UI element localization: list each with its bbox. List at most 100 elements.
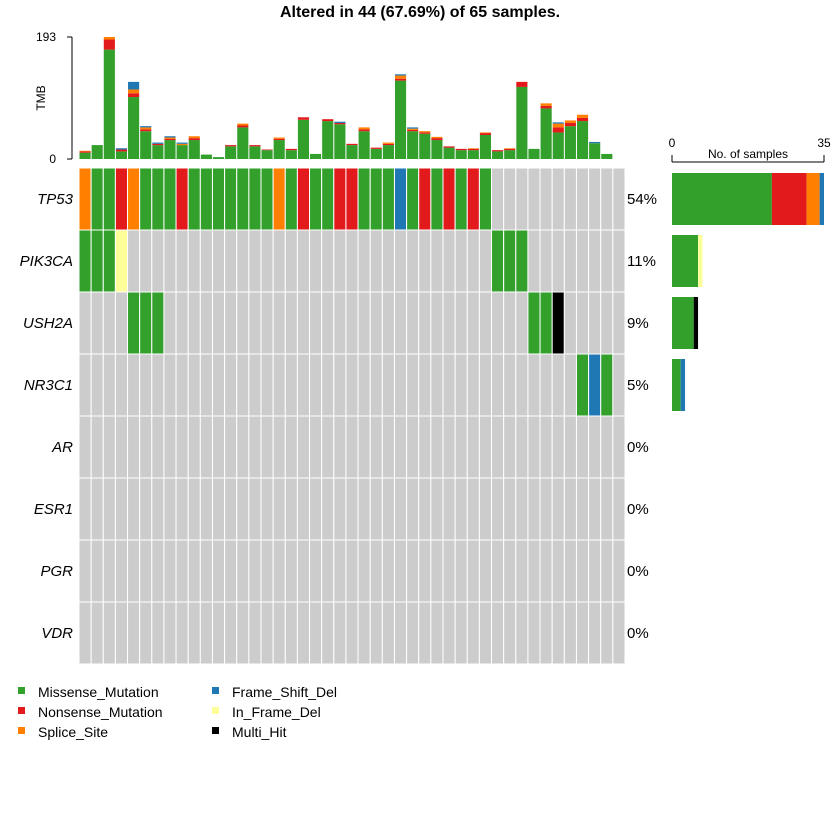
oncoplot-cell xyxy=(236,415,250,479)
oncoplot-cell xyxy=(333,353,347,417)
tmb-bar xyxy=(394,80,407,159)
oncoplot-cell xyxy=(369,415,383,479)
percent-label: 0% xyxy=(627,439,649,456)
oncoplot-cell xyxy=(478,353,493,417)
oncoplot-cell xyxy=(224,353,238,417)
oncoplot-cell xyxy=(90,477,104,541)
oncoplot-cell xyxy=(114,539,129,603)
oncoplot-cell xyxy=(345,415,359,479)
side-bar-segment xyxy=(693,297,699,349)
tmb-bar xyxy=(79,151,91,153)
tmb-bar xyxy=(140,127,152,130)
oncoplot-cell xyxy=(551,477,565,541)
oncoplot-cell xyxy=(588,353,602,417)
oncoplot-cell xyxy=(515,167,529,231)
tmb-bar xyxy=(128,81,140,90)
oncoplot-cell xyxy=(78,291,92,355)
oncoplot-cell xyxy=(163,601,177,665)
tmb-barplot: 193 0 TMB xyxy=(34,30,613,166)
tmb-bar xyxy=(128,89,140,94)
tmb-bar xyxy=(152,142,164,144)
oncoplot-cell xyxy=(369,291,383,355)
oncoplot-cell xyxy=(539,415,553,479)
gene-labels: TP53 PIK3CA USH2A NR3C1 AR ESR1 PGR VDR xyxy=(20,191,74,642)
percent-label: 54% xyxy=(627,191,657,208)
oncoplot-cell xyxy=(418,229,432,293)
oncoplot-cell xyxy=(551,601,565,665)
oncoplot-cell xyxy=(211,539,226,603)
oncoplot-cell xyxy=(296,167,311,231)
tmb-bar xyxy=(285,148,297,151)
oncoplot-cell xyxy=(478,167,493,231)
tmb-bar xyxy=(443,147,455,159)
oncoplot-cell xyxy=(175,167,189,231)
legend-swatch xyxy=(212,687,219,694)
oncoplot-cell xyxy=(406,539,420,603)
oncoplot-cell xyxy=(321,291,335,355)
tmb-bar xyxy=(407,129,419,132)
tmb-bar xyxy=(358,127,370,130)
gene-label: TP53 xyxy=(37,191,74,208)
oncoplot-cell xyxy=(272,167,286,231)
oncoplot-cell xyxy=(296,353,311,417)
oncoplot-cell xyxy=(357,353,371,417)
oncoplot-cell xyxy=(224,539,238,603)
oncoplot-cell xyxy=(284,415,298,479)
oncoplot-cell xyxy=(127,539,141,603)
oncoplot-cell xyxy=(199,601,213,665)
tmb-bar xyxy=(492,151,504,159)
oncoplot-cell xyxy=(333,167,347,231)
tmb-bar xyxy=(407,131,419,159)
tmb-bar xyxy=(273,137,285,139)
tmb-bar xyxy=(479,133,492,135)
oncoplot-cell xyxy=(78,167,92,231)
oncoplot-cell xyxy=(139,167,153,231)
oncoplot-cell xyxy=(199,353,213,417)
oncoplot-cell xyxy=(442,539,456,603)
oncoplot-cell xyxy=(345,229,359,293)
tmb-bar xyxy=(564,126,576,159)
oncoplot-cell xyxy=(539,601,553,665)
tmb-bar xyxy=(310,153,322,159)
oncoplot-cell xyxy=(139,539,153,603)
oncoplot-cell xyxy=(478,415,493,479)
oncoplot-cell xyxy=(381,353,395,417)
oncoplot-cell xyxy=(515,291,529,355)
oncoplot-cell xyxy=(296,601,311,665)
oncoplot-cell xyxy=(139,477,153,541)
oncoplot-cell xyxy=(248,167,262,231)
oncoplot-cell xyxy=(551,539,565,603)
oncoplot-cell xyxy=(102,167,116,231)
oncoplot-cell xyxy=(102,539,116,603)
oncoplot-cell xyxy=(393,477,408,541)
oncoplot-cell xyxy=(418,601,432,665)
percent-label: 11% xyxy=(627,253,656,270)
tmb-bar xyxy=(273,140,285,159)
oncoplot-cell xyxy=(588,601,602,665)
tmb-bar xyxy=(576,121,589,159)
oncoplot-cell xyxy=(163,291,177,355)
oncoplot-cell xyxy=(151,229,165,293)
oncoplot-cell xyxy=(563,539,577,603)
tmb-bar xyxy=(249,145,261,147)
oncoplot-cell xyxy=(563,415,577,479)
oncoplot-cell xyxy=(309,353,323,417)
oncoplot-cell xyxy=(127,229,141,293)
oncoplot-cell xyxy=(248,229,262,293)
oncoplot-cell xyxy=(78,353,92,417)
tmb-bar xyxy=(540,108,552,159)
oncoplot-cell xyxy=(260,353,274,417)
oncoplot-cell xyxy=(393,601,408,665)
oncoplot-cell xyxy=(454,229,468,293)
side-axis-label: No. of samples xyxy=(708,147,788,161)
tmb-bar xyxy=(382,145,394,159)
oncoplot-cell xyxy=(600,415,614,479)
tmb-bar xyxy=(79,150,91,152)
oncoplot-cell xyxy=(248,415,262,479)
oncoplot-cell xyxy=(236,291,250,355)
tmb-bar xyxy=(322,119,334,122)
oncoplot-cell xyxy=(296,415,311,479)
oncoplot-cell xyxy=(612,415,626,479)
oncoplot-cell xyxy=(442,167,456,231)
oncoplot-cell xyxy=(114,229,129,293)
